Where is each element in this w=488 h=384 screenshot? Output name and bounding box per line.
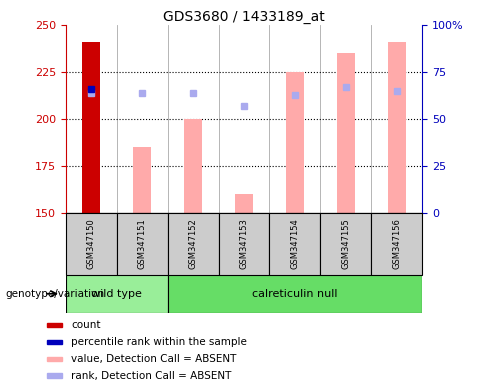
- Bar: [47, 323, 62, 327]
- Bar: [82, 42, 100, 213]
- Text: count: count: [71, 320, 101, 330]
- Bar: [117, 213, 168, 275]
- Bar: [388, 42, 406, 213]
- Text: GSM347155: GSM347155: [341, 218, 350, 269]
- Text: GSM347152: GSM347152: [188, 218, 198, 269]
- Text: genotype/variation: genotype/variation: [5, 289, 104, 299]
- Text: GSM347151: GSM347151: [138, 218, 147, 269]
- Bar: [235, 194, 253, 213]
- Title: GDS3680 / 1433189_at: GDS3680 / 1433189_at: [163, 10, 325, 24]
- Text: value, Detection Call = ABSENT: value, Detection Call = ABSENT: [71, 354, 236, 364]
- Bar: [133, 147, 151, 213]
- Bar: [219, 213, 269, 275]
- Text: calreticulin null: calreticulin null: [252, 289, 338, 299]
- Bar: [269, 213, 320, 275]
- Text: percentile rank within the sample: percentile rank within the sample: [71, 337, 247, 347]
- Bar: [286, 72, 304, 213]
- Bar: [320, 213, 371, 275]
- Bar: [371, 213, 422, 275]
- Text: rank, Detection Call = ABSENT: rank, Detection Call = ABSENT: [71, 371, 231, 381]
- Bar: [66, 275, 168, 313]
- Bar: [47, 340, 62, 344]
- Bar: [47, 374, 62, 378]
- Bar: [66, 213, 117, 275]
- Bar: [168, 213, 219, 275]
- Text: GSM347150: GSM347150: [87, 218, 96, 269]
- Text: wild type: wild type: [91, 289, 142, 299]
- Text: GSM347153: GSM347153: [240, 218, 248, 269]
- Bar: [337, 53, 355, 213]
- Text: GSM347156: GSM347156: [392, 218, 401, 269]
- Bar: [47, 357, 62, 361]
- Bar: [184, 119, 202, 213]
- Text: GSM347154: GSM347154: [290, 218, 300, 269]
- Bar: [168, 275, 422, 313]
